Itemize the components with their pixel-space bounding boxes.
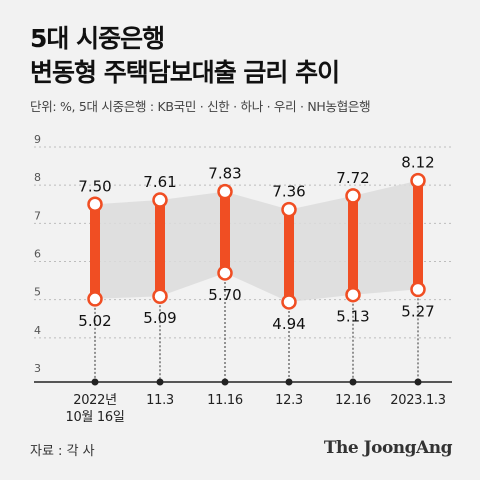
high-point — [410, 172, 426, 189]
low-value-label: 5.70 — [208, 286, 241, 304]
y-tick-label: 4 — [34, 324, 41, 337]
high-value-label: 7.83 — [208, 165, 241, 183]
low-value-label: 5.09 — [143, 309, 176, 327]
x-category-label: 11.16 — [207, 393, 243, 408]
title-line-2: 변동형 주택담보대출 금리 추이 — [30, 58, 340, 87]
x-tick-dot — [285, 378, 293, 386]
y-tick-label: 5 — [34, 286, 41, 299]
low-value-label: 5.02 — [78, 312, 111, 330]
x-category-label: 12.3 — [275, 393, 303, 408]
low-point — [217, 265, 233, 281]
high-value-label: 7.61 — [143, 173, 176, 191]
low-value-label: 5.13 — [336, 308, 369, 326]
source-note: 자료 : 각 사 — [30, 444, 95, 459]
high-point — [281, 201, 297, 218]
unit-note: 단위: %, 5대 시중은행 : KB국민 · 신한 · 하나 · 우리 · N… — [30, 99, 371, 114]
high-point — [87, 196, 103, 212]
x-category-label: 2023.1.3 — [390, 393, 446, 408]
y-tick-label: 3 — [34, 362, 41, 375]
x-category-label: 12.16 — [335, 393, 371, 408]
x-category-label: 10월 16일 — [65, 410, 124, 425]
y-tick-label: 7 — [34, 209, 41, 222]
x-tick-dot — [91, 378, 99, 386]
x-tick-dot — [221, 378, 229, 386]
publisher-logo: The JoongAng — [323, 438, 453, 458]
high-point — [217, 183, 233, 200]
range-band — [95, 180, 418, 302]
x-tick-dot — [156, 378, 164, 386]
high-point — [152, 192, 168, 208]
low-point — [410, 281, 426, 298]
x-category-label: 2022년 — [73, 393, 117, 408]
high-value-label: 7.36 — [272, 183, 305, 201]
low-value-label: 4.94 — [272, 315, 305, 333]
low-point — [281, 294, 297, 310]
title-line-1: 5대 시중은행 — [30, 24, 165, 53]
y-tick-label: 8 — [34, 171, 41, 184]
low-value-label: 5.27 — [401, 302, 434, 320]
low-point — [345, 286, 361, 303]
high-value-label: 7.50 — [78, 177, 111, 195]
chart-title: 5대 시중은행 변동형 주택담보대출 금리 추이 — [30, 22, 340, 90]
y-tick-label: 6 — [34, 248, 41, 261]
high-point — [345, 188, 361, 204]
low-point — [152, 288, 168, 304]
x-tick-dot — [414, 378, 422, 386]
low-point — [87, 291, 103, 307]
high-value-label: 7.72 — [336, 169, 369, 187]
x-tick-dot — [349, 378, 357, 386]
y-tick-label: 9 — [34, 133, 41, 146]
x-category-label: 11.3 — [146, 393, 174, 408]
high-value-label: 8.12 — [401, 154, 434, 172]
